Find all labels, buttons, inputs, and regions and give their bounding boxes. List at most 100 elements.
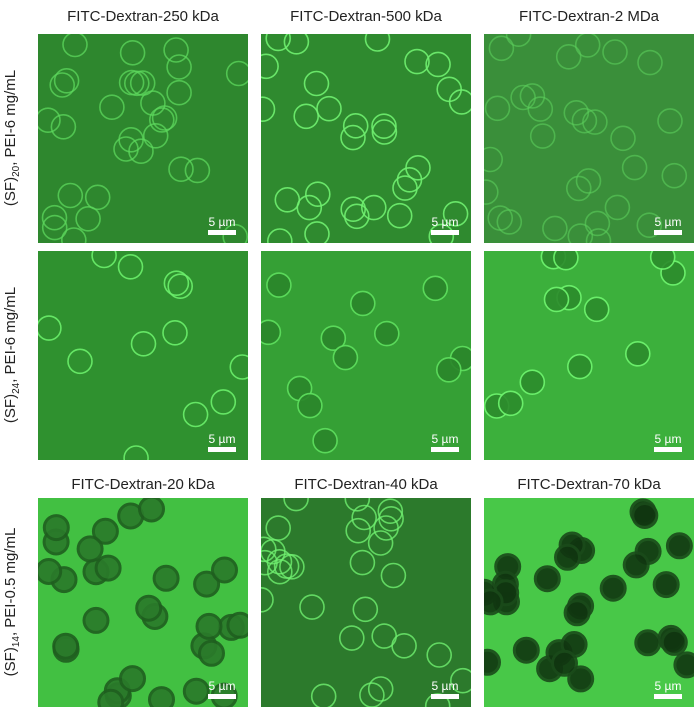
column-title: FITC-Dextran-250 kDa [67,8,219,25]
cell-ring [422,275,449,302]
cell-ring [496,209,523,235]
cell-ring [142,123,169,149]
cell-ring [344,203,370,230]
cell-ring [533,565,561,593]
cell-ring [193,570,221,598]
cell-ring [84,184,111,211]
cell-ring [166,79,192,106]
cell-ring [373,515,399,541]
scale-bar-line [654,694,682,699]
cell-ring [119,39,146,66]
scale-bar-label: 5 µm [431,215,459,229]
cell-ring [283,498,309,512]
micrograph-panel: 5 µm [484,251,694,460]
column-title: FITC-Dextran-40 kDa [294,476,438,493]
cell-ring [119,665,146,693]
cell-ring [391,633,417,659]
cell-ring [303,70,330,97]
cell-ring [123,445,149,460]
cell-ring [340,196,366,222]
cell-ring [621,154,648,181]
cell-ring [484,95,511,122]
cell-ring [113,136,139,162]
cell-ring [625,341,651,367]
cell-ring [512,636,540,664]
micrograph-panel: 5 µm [484,498,694,707]
cell-ring [135,594,163,622]
scale-bar-label: 5 µm [431,679,459,693]
cell-ring [198,639,225,667]
cell-ring [583,296,610,323]
cell-ring [657,108,683,134]
cell-ring [76,535,104,563]
cell-ring [261,319,282,346]
cell-ring [442,201,469,227]
cell-ring [339,625,365,651]
scale-bar-line [431,447,459,452]
scale-bar-label: 5 µm [208,679,236,693]
cell-ring [345,517,371,544]
cell-ring [304,181,331,207]
cell-ring [299,594,325,620]
cell-ring [297,392,323,419]
cell-ring [152,564,180,592]
cell-ring [344,498,371,512]
cell-ring [162,320,188,346]
micrograph-panel: 5 µm [38,34,248,243]
cell-ring [342,113,369,139]
cell-ring [148,686,175,707]
cell-ring [274,187,301,213]
micrograph-panel: 5 µm [38,251,248,460]
scale-bar: 5 µm [431,432,459,452]
cell-ring [41,204,68,231]
scale-bar-line [654,447,682,452]
cell-ring [265,515,292,541]
cell-ring [61,227,87,243]
cell-ring [604,194,631,221]
cell-ring [484,146,503,173]
cell-ring [304,221,330,243]
column-title: FITC-Dextran-2 MDa [518,8,660,25]
cell-ring [649,251,676,270]
cell-ring [392,175,418,201]
cell-ring [42,514,70,542]
scale-bar: 5 µm [208,215,236,235]
scale-bar-label: 5 µm [208,215,236,229]
cell-ring [622,551,650,579]
cell-ring [117,254,144,280]
cell-ring [38,558,63,585]
cell-ring [364,34,391,52]
cell-ring [542,215,568,242]
cell-ring [380,562,407,589]
micrograph-panel: 5 µm [261,498,471,707]
cell-ring [566,175,592,202]
micrograph-panel: 5 µm [261,34,471,243]
cell-ring [130,331,157,357]
cell-ring [261,536,277,563]
cell-ring [505,34,532,47]
cell-ring [97,688,125,707]
cell-ring [351,504,377,531]
cell-ring [163,270,190,297]
cell-ring [428,223,455,243]
cell-ring [350,290,376,317]
cell-ring [359,682,385,707]
cell-ring [50,114,77,140]
cell-ring [316,95,342,122]
cell-ring [94,554,122,582]
cell-ring [320,325,347,351]
scale-bar-label: 5 µm [654,215,682,229]
cell-ring [75,206,101,232]
micrograph-panel: 5 µm [261,251,471,460]
cell-ring [575,168,602,194]
cell-ring [426,642,452,668]
cell-ring [599,574,627,602]
scale-bar-label: 5 µm [208,432,236,446]
cell-ring [610,125,636,152]
scale-bar-label: 5 µm [654,679,682,693]
micrograph-panel: 5 µm [38,498,248,707]
cell-ring [374,320,400,347]
cell-ring [377,498,404,524]
scale-bar-line [208,694,236,699]
